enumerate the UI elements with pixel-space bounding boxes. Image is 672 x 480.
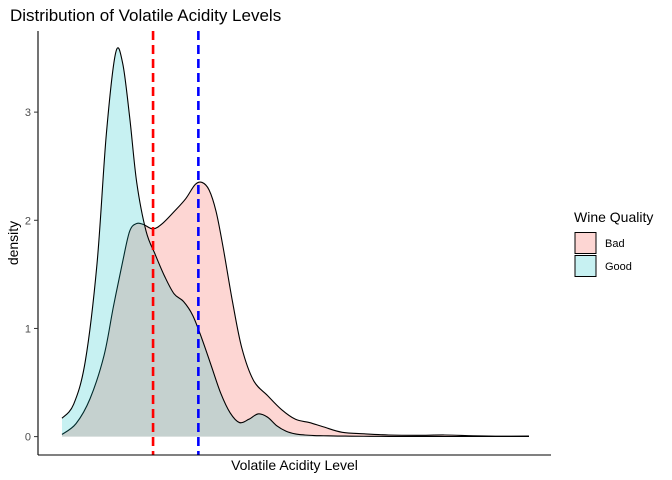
legend-title: Wine Quality	[574, 209, 653, 225]
density-area-bad	[62, 181, 529, 437]
legend-label-bad: Bad	[605, 238, 625, 250]
x-axis-title: Volatile Acidity Level	[231, 457, 358, 473]
legend-key-bad	[574, 232, 597, 254]
y-tick-label: 2	[25, 215, 31, 227]
axes-layer: 0 1 2 3	[25, 31, 551, 456]
density-curve-bad	[61, 181, 530, 437]
y-tick-label: 1	[25, 323, 31, 335]
y-tick-label: 3	[25, 107, 31, 119]
legend-label-good: Good	[605, 261, 632, 273]
y-tick-label: 0	[25, 432, 31, 444]
density-area-good	[62, 47, 529, 437]
y-axis-title: density	[5, 221, 21, 265]
legend-key-bg	[574, 232, 597, 254]
density-series-layer	[61, 47, 530, 438]
legend-key-good	[574, 255, 597, 277]
chart-title: Distribution of Volatile Acidity Levels	[10, 6, 281, 25]
density-curve-good	[61, 47, 529, 438]
reference-lines-layer	[151, 31, 200, 455]
legend: Wine Quality Bad Good	[574, 209, 653, 277]
legend-key-bg	[574, 255, 597, 277]
